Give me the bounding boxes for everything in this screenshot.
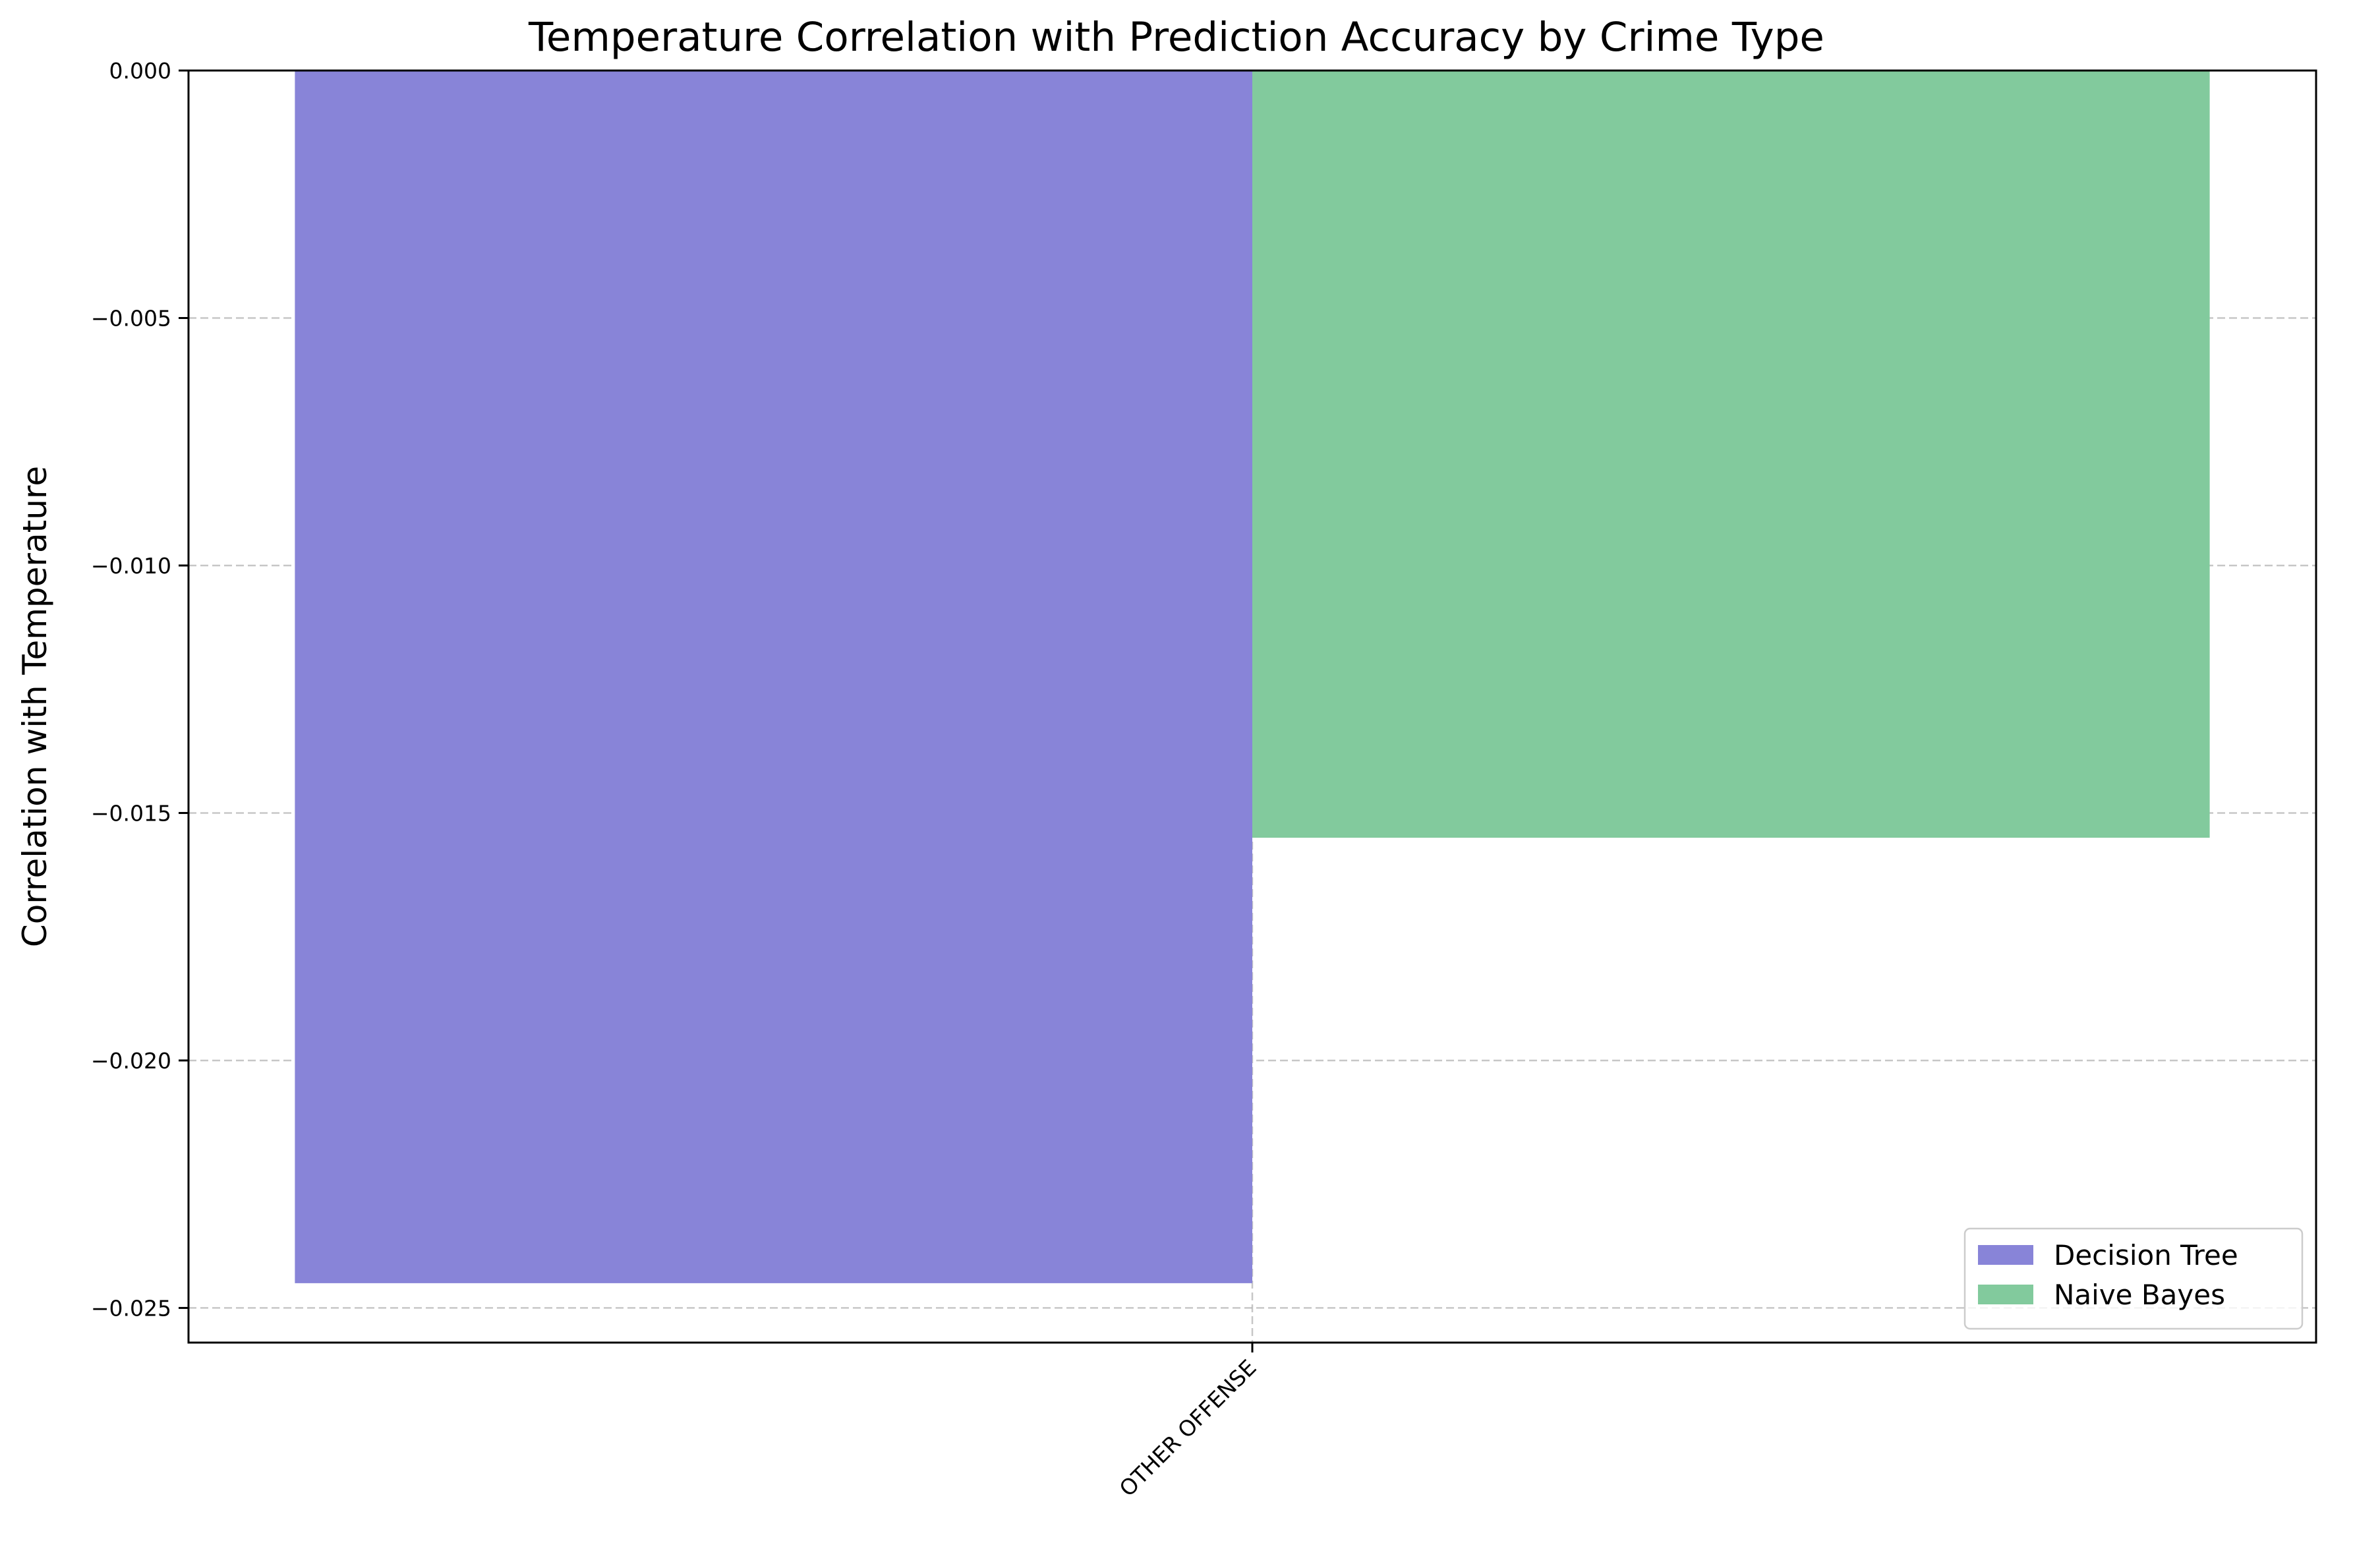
y-tick-label: −0.010 [91,553,171,579]
y-tick-label: −0.025 [91,1295,171,1321]
legend: Decision Tree Naive Bayes [1963,1227,2304,1330]
bar-naive-bayes [1252,71,2210,838]
bars [295,71,2210,1283]
legend-label-decision-tree: Decision Tree [2054,1239,2238,1271]
bar-decision-tree [295,71,1252,1283]
legend-label-naive-bayes: Naive Bayes [2054,1279,2225,1311]
legend-box [1963,1227,2304,1330]
y-tick-label: −0.005 [91,305,171,331]
y-tick-label: −0.015 [91,800,171,826]
y-axis-label: Correlation with Temperature [16,466,54,947]
y-axis-ticks: 0.000 −0.005 −0.010 −0.015 −0.020 −0.025 [91,58,189,1321]
chart-title: Temperature Correlation with Prediction … [528,14,1824,61]
y-tick-label: 0.000 [109,58,171,84]
y-tick-label: −0.020 [91,1048,171,1074]
legend-swatch-naive-bayes [1978,1285,2033,1304]
legend-swatch-decision-tree [1978,1245,2033,1265]
